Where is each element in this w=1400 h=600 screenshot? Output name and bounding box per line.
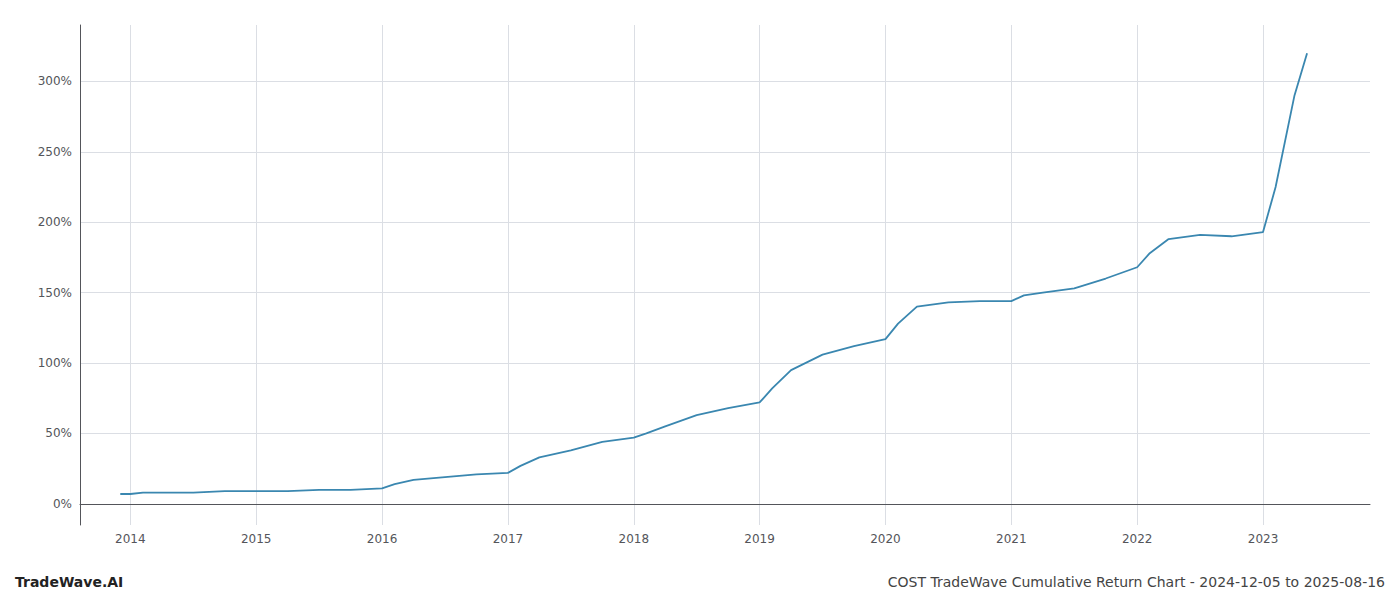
svg-text:2020: 2020	[870, 532, 901, 546]
svg-text:2015: 2015	[241, 532, 272, 546]
svg-text:150%: 150%	[38, 286, 72, 300]
svg-text:2016: 2016	[367, 532, 398, 546]
svg-text:2021: 2021	[996, 532, 1027, 546]
svg-text:2019: 2019	[744, 532, 775, 546]
svg-text:COST TradeWave Cumulative Retu: COST TradeWave Cumulative Return Chart -…	[888, 574, 1385, 590]
svg-text:2017: 2017	[493, 532, 524, 546]
svg-text:TradeWave.AI: TradeWave.AI	[15, 574, 123, 590]
svg-text:300%: 300%	[38, 74, 72, 88]
svg-text:250%: 250%	[38, 145, 72, 159]
svg-text:2014: 2014	[115, 532, 146, 546]
svg-text:100%: 100%	[38, 356, 72, 370]
svg-text:200%: 200%	[38, 215, 72, 229]
svg-text:2018: 2018	[618, 532, 649, 546]
svg-text:2023: 2023	[1248, 532, 1279, 546]
svg-text:50%: 50%	[45, 426, 72, 440]
svg-text:0%: 0%	[53, 497, 72, 511]
svg-text:2022: 2022	[1122, 532, 1153, 546]
